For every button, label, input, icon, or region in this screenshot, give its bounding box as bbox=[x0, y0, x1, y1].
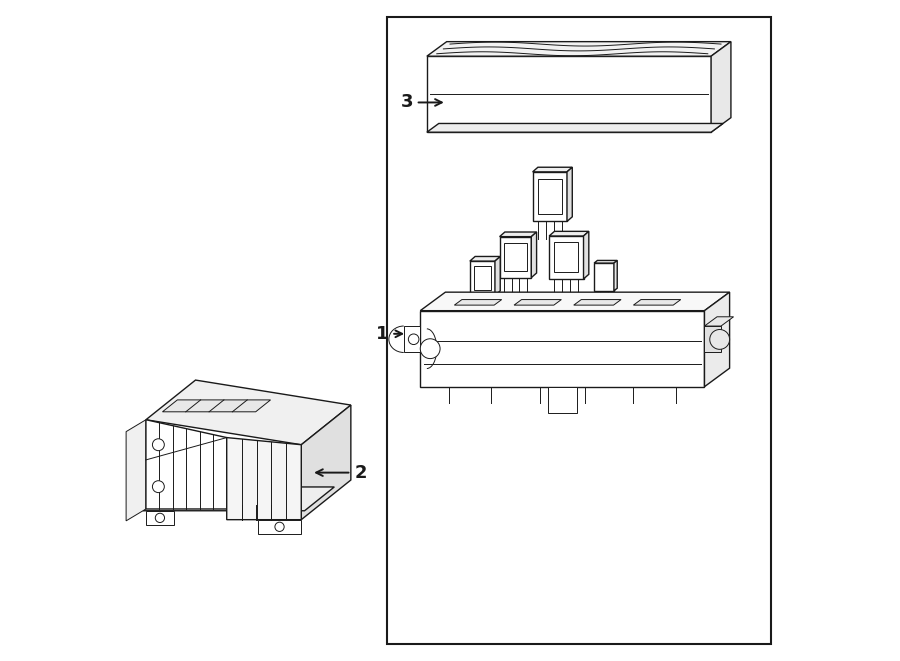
Polygon shape bbox=[495, 256, 500, 295]
Polygon shape bbox=[302, 405, 351, 520]
Text: 3: 3 bbox=[400, 93, 442, 112]
Polygon shape bbox=[257, 520, 302, 534]
Polygon shape bbox=[705, 292, 730, 387]
Polygon shape bbox=[567, 167, 572, 221]
Polygon shape bbox=[227, 438, 302, 520]
Polygon shape bbox=[146, 420, 227, 509]
Polygon shape bbox=[142, 487, 334, 511]
Circle shape bbox=[156, 513, 165, 522]
Polygon shape bbox=[531, 232, 536, 278]
Text: 1: 1 bbox=[376, 325, 402, 343]
Polygon shape bbox=[594, 260, 617, 263]
Polygon shape bbox=[554, 243, 579, 272]
Polygon shape bbox=[538, 179, 562, 214]
Polygon shape bbox=[549, 231, 589, 236]
Circle shape bbox=[274, 522, 284, 531]
Polygon shape bbox=[500, 232, 536, 237]
Polygon shape bbox=[420, 311, 705, 387]
Circle shape bbox=[710, 329, 730, 350]
Polygon shape bbox=[473, 266, 491, 290]
Polygon shape bbox=[548, 387, 577, 413]
Polygon shape bbox=[549, 236, 583, 279]
Polygon shape bbox=[500, 237, 531, 278]
Polygon shape bbox=[514, 299, 562, 305]
Circle shape bbox=[420, 338, 440, 358]
Bar bbox=[387, 17, 770, 644]
Polygon shape bbox=[146, 511, 174, 525]
Polygon shape bbox=[504, 243, 526, 272]
Polygon shape bbox=[427, 124, 723, 132]
Polygon shape bbox=[427, 42, 731, 56]
Polygon shape bbox=[594, 263, 614, 291]
Polygon shape bbox=[420, 292, 730, 311]
Polygon shape bbox=[470, 261, 495, 295]
Polygon shape bbox=[573, 299, 621, 305]
Polygon shape bbox=[705, 326, 721, 352]
Polygon shape bbox=[146, 380, 351, 445]
Polygon shape bbox=[634, 299, 680, 305]
Polygon shape bbox=[470, 256, 500, 261]
Circle shape bbox=[152, 481, 165, 492]
Circle shape bbox=[152, 439, 165, 451]
Polygon shape bbox=[126, 420, 146, 521]
Text: 2: 2 bbox=[316, 463, 366, 482]
Polygon shape bbox=[163, 400, 271, 412]
Polygon shape bbox=[404, 326, 420, 352]
Polygon shape bbox=[705, 317, 734, 326]
Polygon shape bbox=[454, 299, 501, 305]
Polygon shape bbox=[533, 172, 567, 221]
Polygon shape bbox=[583, 231, 589, 279]
Polygon shape bbox=[614, 260, 617, 291]
Polygon shape bbox=[711, 42, 731, 132]
Polygon shape bbox=[533, 167, 572, 172]
Circle shape bbox=[409, 334, 419, 344]
Polygon shape bbox=[427, 56, 711, 132]
